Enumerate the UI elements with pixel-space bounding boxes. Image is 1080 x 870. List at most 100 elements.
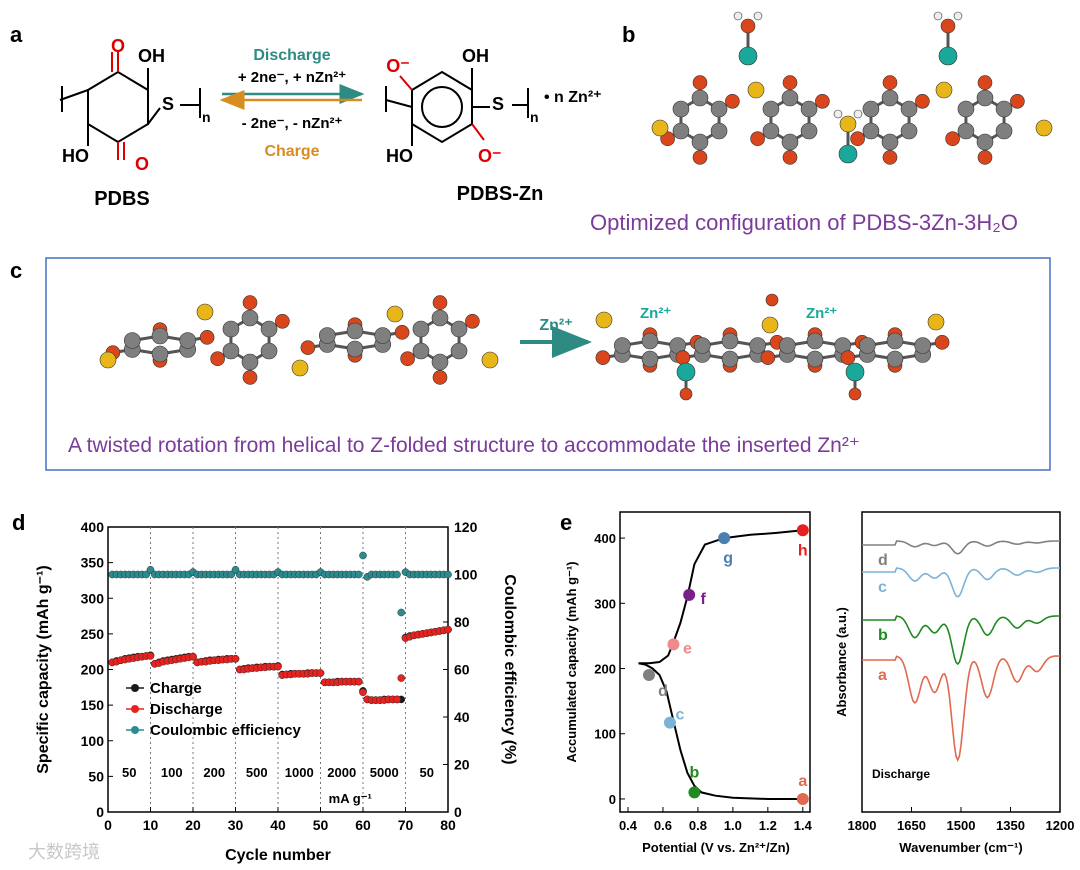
sulfur-atom (935, 81, 953, 99)
discharge-curve (638, 662, 803, 800)
y-tick-label: 150 (81, 697, 105, 713)
data-point-discharge (444, 625, 452, 634)
zinc-atom (938, 46, 958, 66)
hydrogen-atom (853, 109, 863, 119)
z-folded-molecule (595, 293, 950, 401)
state-label-a: a (798, 773, 807, 790)
oxygen-atom (595, 350, 611, 365)
legend-marker (131, 726, 139, 734)
sulfur-atom (196, 303, 214, 321)
pdbs-zn-name: PDBS-Zn (457, 183, 544, 205)
y2-tick-label: 120 (454, 519, 478, 535)
data-point-coulombic-efficiency (444, 570, 452, 579)
carbon-atom (260, 342, 278, 360)
rate-label: 100 (161, 765, 183, 780)
carbon-atom (914, 337, 932, 354)
oxygen-atom (882, 75, 898, 90)
zinc-atom (845, 362, 865, 382)
x-axis-label: Wavenumber (cm⁻¹) (899, 840, 1022, 855)
x-axis-label: Potential (V vs. Zn²⁺/Zn) (642, 840, 790, 855)
sulfur-atom (651, 119, 669, 137)
carbon-atom (431, 353, 449, 371)
reverse-condition: - 2ne⁻, - nZn²⁺ (242, 115, 343, 132)
zn-label-1: Zn²⁺ (640, 305, 671, 322)
oxygen-atom (692, 150, 708, 165)
hydrogen-atom (733, 11, 743, 21)
water-oxygen (940, 18, 956, 34)
oxygen-atom (400, 351, 415, 367)
x-tick-label: 1800 (848, 818, 877, 833)
state-point-h (796, 524, 809, 537)
state-label-d: d (658, 683, 668, 700)
oxygen-atom (977, 150, 993, 165)
panel-label-c: c (10, 258, 22, 283)
carbon-atom (123, 332, 141, 349)
oxygen-atom (850, 131, 865, 146)
carbon-atom (641, 350, 659, 368)
state-point-a (796, 792, 809, 805)
y-tick-label: 350 (81, 555, 105, 571)
panel-label-d: d (12, 510, 25, 535)
x-axis-label: Cycle number (225, 847, 331, 864)
y-tick-label: 400 (594, 531, 616, 546)
spectrum-c (862, 567, 1060, 598)
carbon-atom (995, 122, 1013, 140)
carbon-atom (222, 320, 240, 338)
legend-label: Discharge (150, 701, 223, 718)
x-tick-label: 1.0 (724, 818, 742, 833)
carbon-atom (781, 133, 799, 151)
pdbs-zn-structure (385, 68, 529, 146)
x-tick-label: 70 (398, 817, 414, 833)
hydrogen-atom (933, 11, 943, 21)
aromatic-circle (421, 86, 463, 128)
water-oxygen (740, 18, 756, 34)
state-label-e: e (683, 640, 692, 657)
y-tick-label: 250 (81, 626, 105, 642)
carbon-atom (800, 100, 818, 118)
oxygen-atom (300, 340, 316, 355)
panel-e: e 0.4 0.6 0.8 1.0 1.2 1.4 0 100 200 300 400 Potenti… (560, 510, 1074, 855)
sulfur-atom (927, 313, 945, 331)
data-point-coulombic-efficiency (142, 570, 151, 579)
carbon-atom (374, 327, 392, 344)
carbon-atom (957, 100, 975, 118)
data-point-discharge (316, 669, 325, 677)
state-point-c (663, 716, 676, 729)
carbon-atom (346, 340, 364, 358)
zinc-atom (838, 144, 858, 164)
forward-condition: + 2ne⁻, + nZn²⁺ (238, 69, 346, 86)
spectrum-label-b: b (878, 627, 888, 644)
water-oxygen (679, 387, 693, 401)
state-point-d (642, 669, 655, 682)
sulfur-atom (291, 359, 309, 377)
x-tick-label: 1350 (996, 818, 1025, 833)
data-point-discharge (354, 677, 363, 686)
rate-label: 500 (246, 765, 268, 780)
panel-c-frame (45, 257, 1051, 471)
carbon-atom (613, 337, 631, 354)
carbon-atom (995, 100, 1013, 118)
hydrogen-atom (953, 11, 963, 21)
spectrum-a (862, 655, 1060, 763)
carbon-atom (862, 122, 880, 140)
carbon-atom (222, 342, 240, 360)
oxygen-atom (210, 351, 225, 367)
pdbs-o-bottom: O (135, 154, 149, 174)
zn-arrow-label: Zn²⁺ (539, 317, 572, 334)
carbon-atom (886, 332, 904, 350)
data-point-discharge (146, 652, 155, 660)
panel-c-caption: A twisted rotation from helical to Z-fol… (68, 434, 860, 457)
legend-label: Coulombic efficiency (150, 722, 302, 739)
discharge-label: Discharge (253, 47, 330, 64)
pdbs-zn-s: S (492, 94, 504, 114)
oxygen-atom (692, 75, 708, 90)
carbon-atom (710, 100, 728, 118)
carbon-atom (721, 350, 739, 368)
oxygen-atom (394, 325, 410, 340)
pdbs-ring (87, 70, 149, 144)
zn-label-2: Zn²⁺ (806, 305, 837, 322)
pdbs-zn-suffix: • n Zn²⁺ (544, 89, 602, 106)
oxygen-atom (465, 313, 480, 329)
y-tick-label: 0 (609, 792, 616, 807)
carbon-atom (858, 337, 876, 354)
